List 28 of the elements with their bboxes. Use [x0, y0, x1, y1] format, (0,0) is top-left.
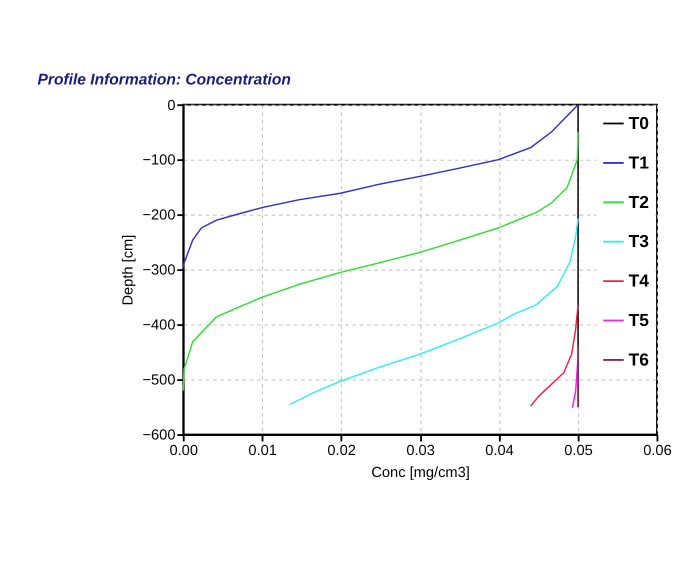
- line-series: [530, 304, 579, 407]
- y-tick-label: −100: [142, 152, 176, 169]
- y-tick-label: −600: [142, 428, 176, 444]
- y-tick-label: −300: [142, 262, 176, 279]
- legend-label: T0: [628, 113, 649, 134]
- y-tick-label: −400: [142, 318, 176, 334]
- x-tick-label: 0.04: [485, 443, 514, 460]
- line-series: [289, 218, 579, 406]
- legend-label: T6: [628, 349, 650, 370]
- legend-label: T3: [628, 231, 650, 252]
- x-tick-label: 0.03: [406, 443, 435, 460]
- chart-title: Profile Information: Concentration: [38, 72, 291, 89]
- legend-label: T2: [628, 192, 649, 212]
- line-series: [182, 131, 579, 392]
- x-axis-title: Conc [mg/cm3]: [371, 465, 470, 482]
- y-axis-title: Depth [cm]: [120, 234, 136, 306]
- x-tick-label: 0.05: [564, 443, 593, 460]
- line-series: [182, 104, 579, 268]
- x-tick-label: 0.01: [248, 443, 277, 460]
- legend-label: T1: [628, 152, 650, 172]
- y-tick-label: −500: [142, 372, 176, 389]
- legend-label: T5: [628, 310, 650, 330]
- y-tick-label: 0: [167, 98, 176, 114]
- x-tick-label: 0.00: [169, 443, 198, 460]
- x-tick-label: 0.06: [643, 443, 672, 460]
- y-tick-label: −200: [142, 208, 176, 224]
- legend-label: T4: [628, 270, 650, 291]
- x-tick-label: 0.02: [327, 443, 356, 460]
